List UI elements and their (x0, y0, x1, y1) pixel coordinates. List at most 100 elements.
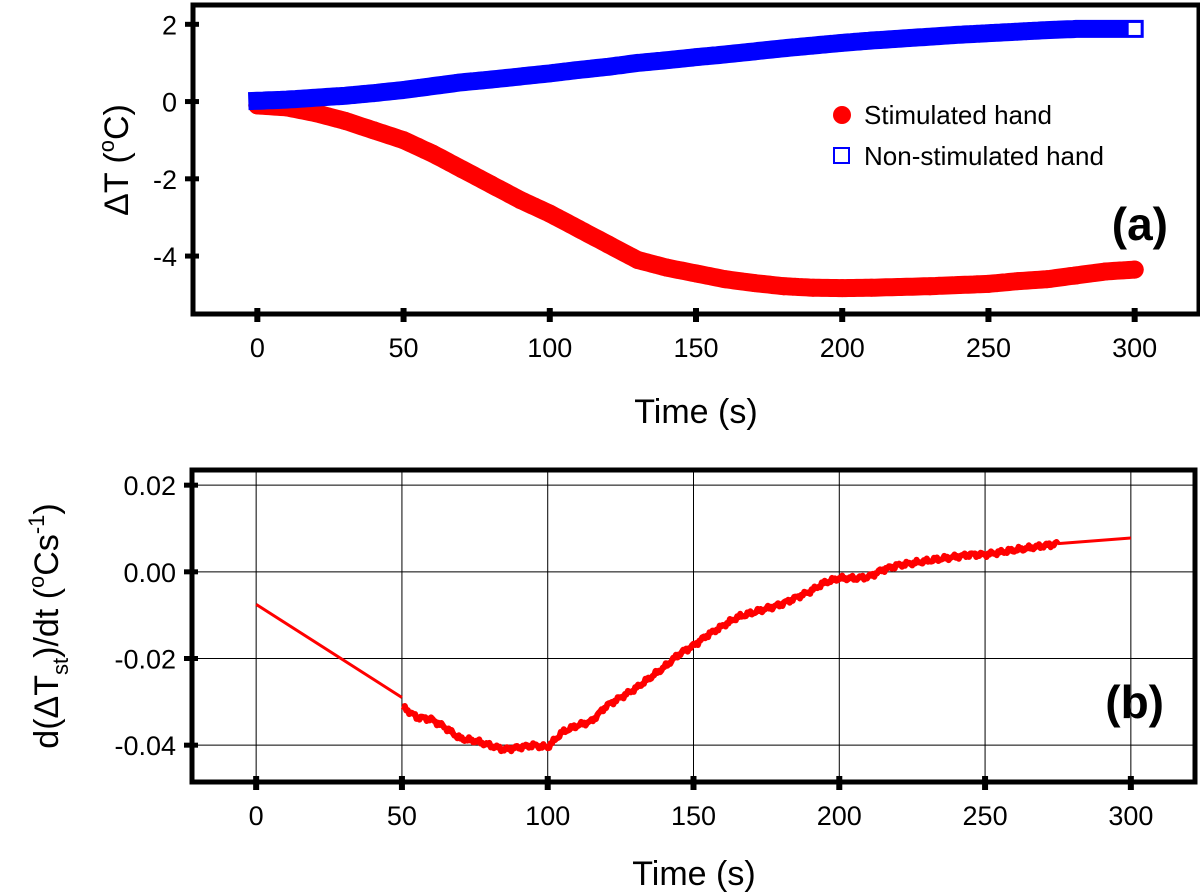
y-tick-label: 2 (162, 10, 177, 40)
stimulated-hand-point (540, 204, 559, 223)
stimulated-hand-point (482, 175, 501, 194)
non-stimulated-hand-series (248, 19, 1144, 111)
stimulated-hand-point (1125, 260, 1144, 279)
x-tick-label: 50 (389, 333, 419, 363)
stimulated-hand-point (687, 264, 705, 283)
y-tick-label: -0.04 (114, 731, 176, 761)
x-tick-label: 100 (527, 333, 572, 363)
panel-b-x-ticks: 0 50 100 150 200 250 300 (249, 776, 1153, 831)
stimulated-hand-point (336, 111, 355, 130)
panel-b-grid (192, 470, 1195, 782)
non-stimulated-hand-point (541, 65, 558, 82)
non-stimulated-hand-point (337, 87, 354, 104)
x-tick-label: 50 (387, 801, 417, 831)
stimulated-hand-point (1067, 266, 1086, 285)
stimulated-hand-point (833, 279, 852, 298)
stimulated-hand-point (716, 270, 735, 289)
non-stimulated-hand-point (1068, 20, 1085, 37)
panel-b-derivative-series (255, 536, 1131, 755)
y-tick-label: 0.00 (123, 558, 176, 588)
non-stimulated-hand-point (307, 89, 324, 106)
panel-a: 0 50 100 150 200 250 300 -4 -2 0 2 Time (s) ΔT (o… (94, 2, 1200, 431)
panel-a-label: (a) (1112, 198, 1168, 250)
stimulated-hand-point (628, 250, 647, 269)
panel-a-legend: Stimulated hand Non-stimulated hand (833, 100, 1104, 171)
non-stimulated-hand-point (1126, 20, 1143, 37)
non-stimulated-hand-point (892, 30, 909, 47)
x-tick-label: 150 (671, 801, 716, 831)
x-tick-label: 250 (963, 801, 1008, 831)
y-tick-label: 0 (162, 88, 177, 118)
stimulated-hand-point (394, 131, 413, 150)
x-tick-label: 150 (673, 333, 718, 363)
non-stimulated-hand-point (688, 49, 704, 66)
non-stimulated-hand-point (804, 37, 821, 54)
stimulated-hand-point (365, 121, 384, 140)
y-tick-label: -2 (153, 165, 177, 195)
y-tick-label: -4 (153, 242, 177, 272)
y-tick-label: 0.02 (123, 471, 176, 501)
stimulated-hand-point (306, 104, 325, 123)
stimulated-hand-band (248, 96, 1144, 298)
non-stimulated-hand-point (395, 81, 412, 98)
non-stimulated-hand-point (746, 43, 763, 60)
panel-a-x-axis-title: Time (s) (634, 393, 757, 431)
derivative-measured-line (400, 539, 1061, 755)
non-stimulated-hand-point (571, 61, 588, 78)
stimulated-hand-point (423, 144, 442, 163)
non-stimulated-hand-point (1097, 20, 1114, 37)
stimulated-hand-point (950, 276, 969, 295)
non-stimulated-hand-point (863, 32, 880, 49)
panel-a-y-axis-title: ΔT (oC) (94, 104, 136, 216)
non-stimulated-hand-point (834, 34, 851, 51)
stimulated-hand-point (891, 277, 910, 296)
non-stimulated-hand-point (658, 52, 675, 69)
non-stimulated-hand-point (600, 58, 617, 75)
panel-b-y-ticks: -0.04 -0.02 0.00 0.02 (114, 471, 198, 761)
x-tick-label: 0 (250, 333, 265, 363)
legend-marker-stimulated (833, 106, 851, 124)
panel-b: 0 50 100 150 200 250 300 -0.04 -0.02 0.00 0.02 Ti… (24, 467, 1198, 893)
legend-marker-non-stimulated (833, 147, 850, 164)
non-stimulated-hand-point (424, 78, 441, 95)
x-tick-label: 300 (1108, 801, 1153, 831)
stimulated-hand-point (745, 274, 764, 293)
non-stimulated-hand-point (629, 54, 646, 71)
legend-label-stimulated: Stimulated hand (864, 100, 1052, 130)
stimulated-hand-point (599, 235, 618, 254)
stimulated-hand-point (453, 160, 472, 179)
non-stimulated-hand-point (366, 85, 383, 102)
y-tick-label: -0.02 (114, 645, 176, 675)
stimulated-hand-point (920, 277, 939, 296)
non-stimulated-hand-point (483, 71, 500, 88)
x-tick-label: 0 (249, 801, 264, 831)
x-tick-label: 100 (525, 801, 570, 831)
non-stimulated-hand-point (512, 68, 529, 85)
non-stimulated-hand-point (717, 46, 734, 63)
non-stimulated-hand-point (951, 26, 968, 43)
non-stimulated-hand-point (249, 92, 266, 109)
stimulated-hand-point (803, 278, 822, 297)
non-stimulated-hand-point (454, 74, 471, 91)
panel-a-y-ticks: -4 -2 0 2 (153, 10, 199, 272)
non-stimulated-hand-point (278, 91, 295, 108)
non-stimulated-hand-point (921, 28, 938, 45)
x-tick-label: 300 (1112, 333, 1157, 363)
x-tick-label: 250 (966, 333, 1011, 363)
stimulated-hand-point (511, 191, 530, 210)
non-stimulated-hand-point (980, 25, 997, 42)
stimulated-hand-point (1008, 272, 1027, 291)
non-stimulated-hand-point (1038, 22, 1055, 39)
panel-b-x-axis-title: Time (s) (632, 855, 755, 893)
stimulated-hand-point (657, 258, 676, 277)
stimulated-hand-point (1096, 262, 1115, 281)
derivative-fit-line (1057, 536, 1131, 546)
panel-b-label: (b) (1105, 676, 1164, 728)
non-stimulated-hand-point (775, 40, 792, 57)
x-tick-label: 200 (817, 801, 862, 831)
stimulated-hand-point (570, 220, 589, 239)
legend-label-non-stimulated: Non-stimulated hand (864, 141, 1104, 171)
stimulated-hand-series (248, 96, 1144, 298)
stimulated-hand-point (979, 274, 998, 293)
